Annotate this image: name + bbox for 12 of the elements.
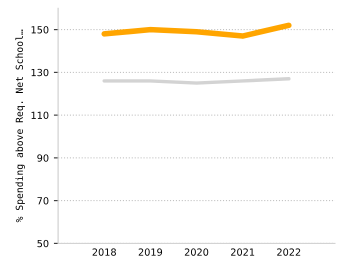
x-tick-label: 2022 xyxy=(277,248,300,256)
x-tick-label: 2018 xyxy=(92,248,116,256)
y-tick-label: 70 xyxy=(38,197,48,204)
y-tick-label: 110 xyxy=(32,112,48,119)
y-tick-label: 150 xyxy=(32,26,48,34)
y-axis-title: % Spending above Req. Net School… xyxy=(15,30,25,222)
x-tick-label: 2020 xyxy=(184,248,208,256)
y-tick-label: 130 xyxy=(32,68,48,76)
x-tick-label: 2019 xyxy=(138,248,162,256)
x-tick-label: 2021 xyxy=(231,248,254,256)
y-tick-label: 50 xyxy=(37,240,48,248)
y-tick-label: 90 xyxy=(37,154,48,162)
